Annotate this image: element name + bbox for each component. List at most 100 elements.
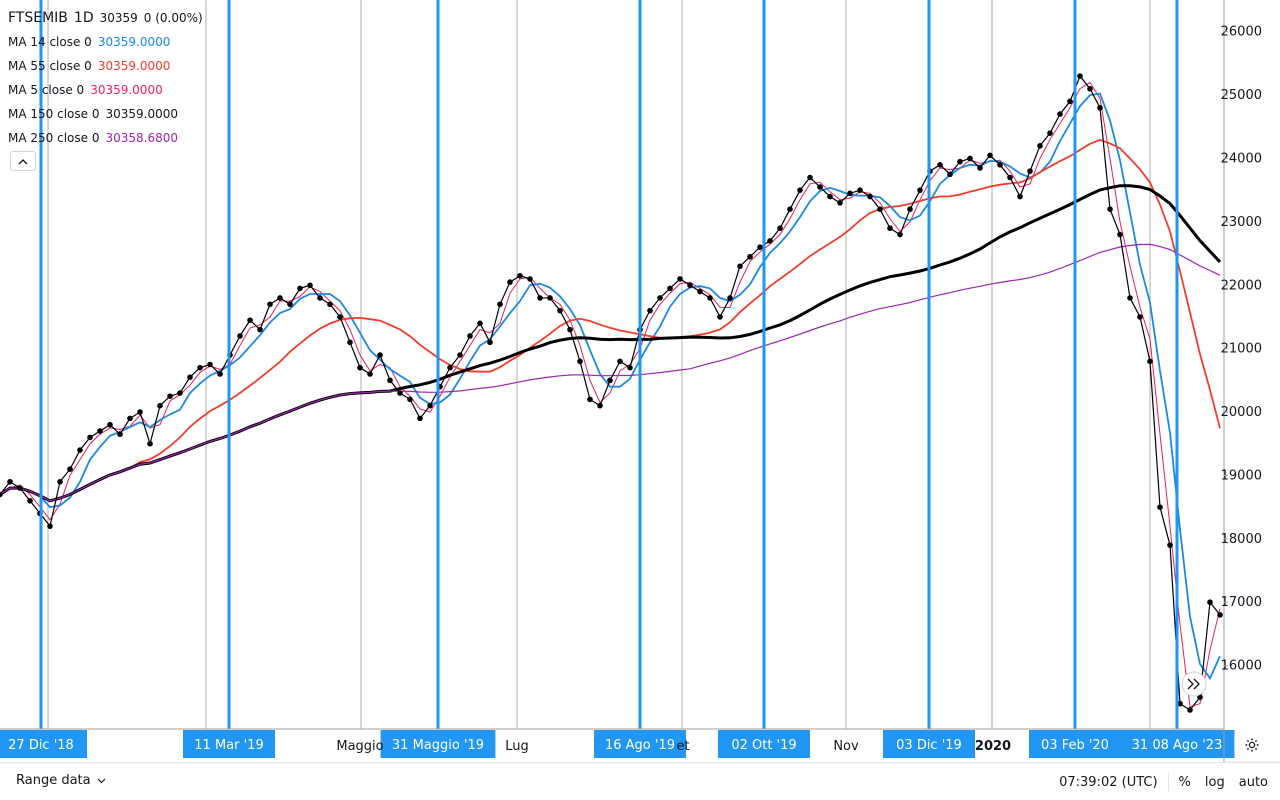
price-point	[1197, 694, 1203, 701]
price-point	[887, 225, 893, 232]
price-point	[967, 155, 973, 162]
price-point	[337, 314, 343, 320]
scroll-to-realtime-button[interactable]	[1181, 671, 1207, 697]
price-point	[737, 263, 743, 270]
date-marker-label: 03 Dic '19	[896, 738, 962, 753]
x-tick-label: Maggio	[336, 739, 383, 754]
date-marker-tag[interactable]	[183, 730, 275, 758]
price-point	[447, 364, 453, 371]
price-point	[767, 238, 773, 244]
price-point	[947, 171, 953, 178]
y-tick-label: 19000	[1221, 468, 1262, 483]
price-point	[57, 478, 63, 485]
indicator-row[interactable]: MA 5 close 0 30359.0000	[8, 78, 203, 102]
price-point	[847, 190, 853, 197]
price-point	[187, 374, 193, 380]
price-point	[777, 225, 783, 232]
indicator-row[interactable]: MA 150 close 0 30359.0000	[8, 102, 203, 126]
percent-toggle[interactable]: %	[1178, 774, 1191, 790]
price-point	[257, 326, 263, 333]
log-toggle[interactable]: log	[1204, 774, 1225, 790]
symbol-row[interactable]: FTSEMIB 1D 30359 0 (0.00%)	[8, 6, 203, 30]
price-point	[157, 402, 163, 409]
price-point	[1047, 130, 1053, 136]
date-marker-tag[interactable]	[718, 730, 810, 758]
price-point	[997, 162, 1003, 168]
y-tick-label: 25000	[1221, 88, 1262, 103]
price-point	[527, 276, 533, 282]
price-point	[117, 431, 123, 438]
price-axis[interactable]: 16000 17000 18000 19000 20000 21000 22000 23000…	[1221, 0, 1262, 762]
indicator-row[interactable]: MA 55 close 0 30359.0000	[8, 54, 203, 78]
chevron-down-icon	[97, 778, 106, 783]
price-point	[297, 285, 303, 292]
date-marker-tag[interactable]	[0, 730, 87, 758]
interval-label[interactable]: 1D	[73, 10, 94, 26]
collapse-legend-button[interactable]	[10, 151, 36, 171]
price-point	[1107, 206, 1113, 212]
date-marker-lines: 27 Dic '18 11 Mar '19 31 Maggio '19 16 Ago …	[0, 0, 1235, 758]
price-point	[937, 162, 943, 168]
symbol-name[interactable]: FTSEMIB	[8, 10, 68, 26]
range-dropdown[interactable]: Range data	[16, 773, 106, 788]
date-marker-tag[interactable]	[883, 730, 975, 758]
price-point	[657, 295, 663, 301]
price-point	[107, 421, 113, 428]
price-point	[647, 307, 653, 314]
price-point	[17, 485, 23, 491]
price-point	[597, 402, 603, 409]
time-axis[interactable]: Maggio Lug et Nov 2020	[0, 671, 1280, 763]
date-marker-label: 16 Ago '19	[605, 738, 675, 753]
price-point	[7, 478, 13, 485]
price-point	[897, 231, 903, 238]
gear-icon[interactable]	[1244, 737, 1260, 753]
price-point	[417, 415, 423, 422]
auto-toggle[interactable]: auto	[1238, 774, 1268, 790]
price-series	[0, 73, 1223, 713]
date-marker-label: 03 Feb '20	[1041, 738, 1109, 753]
date-marker-tag[interactable]	[1119, 730, 1235, 758]
indicator-row[interactable]: MA 14 close 0 30359.0000	[8, 30, 203, 54]
price-point	[467, 333, 473, 339]
indicator-label: MA 5 close 0	[8, 83, 85, 97]
date-marker-tag[interactable]	[594, 730, 686, 758]
clock-readout[interactable]: 07:39:02 (UTC)	[1059, 774, 1158, 790]
price-point	[67, 466, 73, 472]
price-point	[97, 428, 103, 434]
price-point	[517, 272, 523, 279]
price-point	[687, 282, 693, 289]
date-marker-tag[interactable]	[380, 730, 496, 758]
scroll-button-bg	[1181, 671, 1207, 697]
indicator-row[interactable]: MA 250 close 0 30358.6800	[8, 126, 203, 150]
price-point	[627, 364, 633, 371]
price-point	[1127, 295, 1133, 301]
indicator-label: MA 150 close 0	[8, 107, 100, 121]
y-tick-label: 23000	[1221, 215, 1262, 230]
price-point	[617, 358, 623, 365]
y-tick-label: 16000	[1221, 659, 1262, 674]
last-price: 30359	[99, 11, 138, 25]
indicator-label: MA 14 close 0	[8, 35, 92, 49]
indicator-value: 30359.0000	[105, 107, 178, 121]
range-label[interactable]: Range data	[16, 773, 91, 788]
ma-55-line	[0, 138, 1221, 502]
price-point	[497, 301, 503, 308]
price-point	[697, 288, 703, 295]
price-point	[1037, 143, 1043, 149]
price-point	[707, 295, 713, 301]
price-point	[367, 371, 373, 377]
price-point	[167, 393, 173, 399]
price-point	[857, 187, 863, 193]
price-point	[1027, 168, 1033, 174]
date-marker-tag[interactable]	[1029, 730, 1121, 758]
price-point	[137, 409, 143, 415]
price-point	[917, 187, 923, 193]
price-point	[197, 364, 203, 371]
y-tick-label: 20000	[1221, 405, 1262, 420]
price-point	[717, 314, 723, 320]
y-tick-label: 18000	[1221, 532, 1262, 547]
divider	[1167, 773, 1169, 791]
ma-14-line	[0, 92, 1221, 681]
price-point	[817, 184, 823, 190]
